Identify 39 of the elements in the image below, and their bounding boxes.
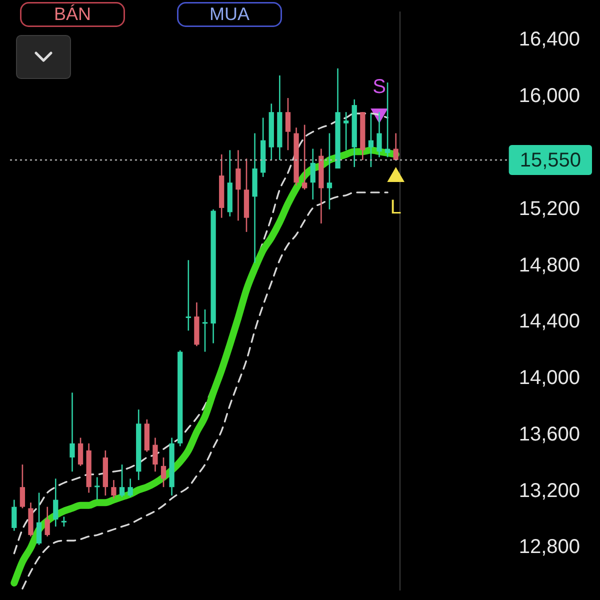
candlestick [186, 259, 191, 332]
candlestick [326, 132, 332, 210]
candlestick [384, 82, 390, 158]
line-series [22, 192, 388, 590]
candlestick [20, 464, 26, 509]
candlestick [152, 437, 158, 472]
candlestick [94, 476, 100, 500]
candlestick [285, 97, 291, 151]
series-label: S [372, 76, 386, 98]
y-tick-label: 14,800 [518, 254, 580, 276]
candlestick [236, 150, 241, 222]
candlestick [53, 478, 58, 528]
candlestick [36, 492, 42, 546]
candlestick [61, 516, 67, 528]
candlestick [160, 456, 166, 488]
candlestick [302, 124, 308, 190]
y-tick-label: 13,200 [518, 480, 580, 502]
candlestick [111, 479, 116, 500]
y-tick-label: 12,800 [518, 536, 580, 558]
y-tick-label: 16,400 [518, 28, 580, 51]
candlestick [44, 506, 50, 538]
candlestick [70, 392, 75, 472]
y-tick-label: 14,400 [518, 310, 580, 333]
candlestick [368, 112, 374, 168]
y-tick-label: 16,000 [518, 85, 580, 108]
candlestick [376, 111, 382, 158]
candlestick [119, 464, 125, 498]
candlestick [78, 437, 84, 467]
candlestick [12, 499, 17, 532]
candlestick [343, 111, 349, 151]
candlestick [128, 478, 133, 498]
series-label: L [390, 196, 402, 218]
y-tick-label: 13,600 [518, 423, 580, 446]
candlestick [202, 308, 208, 352]
candlestick [393, 132, 398, 161]
candlestick [310, 148, 316, 200]
y-tick-label: 15,200 [518, 198, 580, 220]
y-tick-label: 14,000 [518, 367, 580, 390]
ref-line-label: 15,550 [520, 150, 581, 172]
